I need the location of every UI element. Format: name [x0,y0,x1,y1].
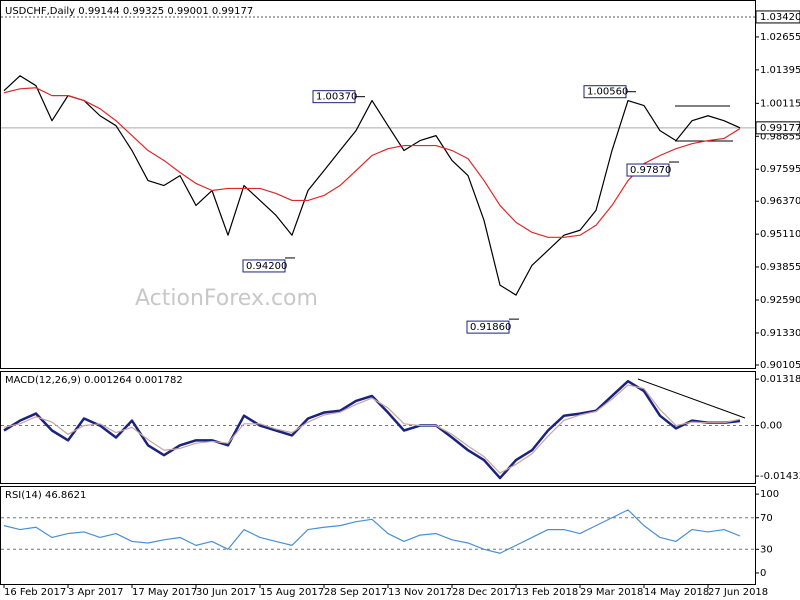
y-tick-label: 0.013184 [760,374,800,385]
annotation-label: 1.00370 [316,92,357,103]
series-line [3,87,741,238]
annotation-label: 0.94200 [246,261,287,272]
annotation-box [583,85,627,99]
annotation-box [242,259,286,273]
annotation-label: 0.97870 [630,165,671,176]
series-line [3,379,741,480]
y-tick-label: 0.90105 [760,360,800,371]
y-tick-label: 0.93855 [760,262,800,273]
x-tick-label: 27 Jun 2018 [708,587,768,598]
y-tick-label: 0.92590 [760,295,800,306]
y-tick-label: 0.00 [760,421,782,432]
y-tick-label: 0.98855 [760,131,800,142]
x-tick-label: 14 May 2018 [644,587,709,598]
y-tick-label: 100 [760,489,779,500]
annotation-box [312,90,356,104]
y-tick-label: 0.96370 [760,196,800,207]
annotation-label: 0.91860 [470,322,511,333]
max-label-box [755,10,800,24]
annotation-box [626,163,670,177]
x-tick-label: 28 Dec 2017 [452,587,516,598]
y-tick-label: 30 [760,544,773,555]
y-tick-label: 0.91330 [760,328,800,339]
y-tick-label: 0 [760,568,766,579]
x-tick-label: 13 Nov 2017 [388,587,452,598]
watermark: ActionForex.com [135,286,318,311]
series-line [3,75,741,296]
rsi-title: RSI(14) 46.8621 [5,490,86,501]
last-price-box [755,121,800,135]
max-label: 1.03420 [760,12,800,23]
x-tick-label: 13 Feb 2018 [516,587,578,598]
macd-title: MACD(12,26,9) 0.001264 0.001782 [5,375,183,386]
x-tick-label: 3 Apr 2017 [68,587,123,598]
x-tick-label: 17 May 2017 [132,587,197,598]
y-tick-label: 70 [760,513,773,524]
rsi-panel [0,486,756,585]
last-price-label: 0.99177 [760,123,800,134]
macd-panel [0,371,756,484]
y-tick-label: 1.01395 [760,65,800,76]
y-tick-label: -0.014339 [760,471,800,482]
price-title: USDCHF,Daily 0.99144 0.99325 0.99001 0.9… [5,6,253,17]
series-line [3,509,741,554]
x-tick-label: 16 Feb 2017 [4,587,66,598]
macd-trendline [637,378,746,419]
x-tick-label: 28 Sep 2017 [324,587,387,598]
y-tick-label: 1.00115 [760,98,800,109]
x-tick-label: 29 Mar 2018 [580,587,643,598]
price-panel [0,0,756,369]
y-tick-label: 1.02655 [760,32,800,43]
annotation-label: 1.00560 [587,87,628,98]
x-tick-label: 30 Jun 2017 [196,587,256,598]
y-tick-label: 0.95110 [760,229,800,240]
annotation-box [466,320,510,334]
y-tick-label: 0.97595 [760,164,800,175]
x-tick-label: 15 Aug 2017 [260,587,324,598]
series-line [3,384,741,474]
